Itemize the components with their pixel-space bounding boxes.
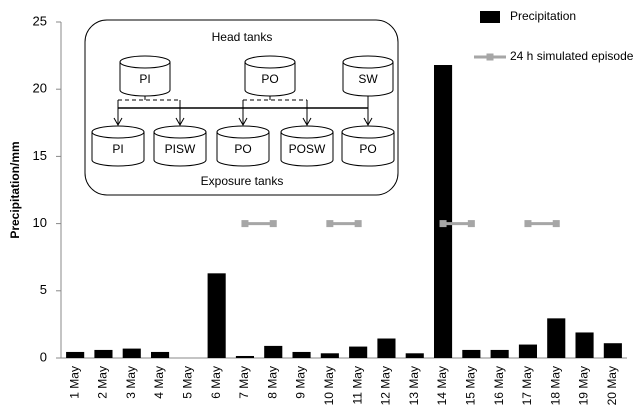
episode-marker <box>467 220 475 228</box>
x-tick-label: 3 May <box>124 366 138 399</box>
x-tick-label: 16 May <box>492 366 506 405</box>
legend-swatch <box>486 53 494 61</box>
episode-marker <box>241 220 249 228</box>
x-tick-label: 19 May <box>577 366 591 405</box>
tank-label: PO <box>234 142 251 156</box>
x-tick-label: 20 May <box>605 366 619 405</box>
x-tick-label: 2 May <box>96 366 110 399</box>
legend-label: Precipitation <box>510 9 576 23</box>
episode-marker <box>269 220 277 228</box>
tank <box>244 62 296 97</box>
y-tick-label: 5 <box>40 282 47 297</box>
x-tick-label: 13 May <box>407 366 421 405</box>
y-axis-label: Precipitation/mm <box>8 141 22 238</box>
tank <box>153 132 207 167</box>
inset-title: Head tanks <box>212 30 273 44</box>
bar <box>462 349 481 358</box>
bar <box>377 338 396 358</box>
tank-label: PI <box>139 72 150 86</box>
tank <box>119 62 171 97</box>
tank <box>91 132 145 167</box>
bar <box>122 348 141 358</box>
arrow <box>238 117 248 127</box>
tank-label: SW <box>358 72 378 86</box>
x-tick-label: 6 May <box>209 366 223 399</box>
bar <box>94 349 113 358</box>
y-tick-label: 10 <box>33 215 47 230</box>
bar <box>603 343 622 358</box>
tank <box>341 132 395 167</box>
arrow <box>302 117 312 127</box>
bar <box>320 353 339 358</box>
bar <box>235 355 255 358</box>
tank-top <box>342 55 394 69</box>
x-tick-label: 4 May <box>152 366 166 399</box>
tank-label: POSW <box>289 142 326 156</box>
bar <box>349 346 368 358</box>
tank-label: PO <box>359 142 376 156</box>
y-tick-label: 15 <box>33 148 47 163</box>
y-tick-label: 0 <box>40 349 47 364</box>
episode-marker <box>326 220 334 228</box>
arrow <box>175 117 185 127</box>
episode-marker <box>552 220 560 228</box>
bar <box>490 349 509 358</box>
bar <box>405 353 424 358</box>
y-tick-label: 20 <box>33 81 47 96</box>
arrow <box>363 117 373 127</box>
bar <box>433 65 453 359</box>
episode-marker <box>439 220 447 228</box>
y-tick-label: 25 <box>33 13 47 28</box>
tank-top <box>119 55 171 69</box>
inset-footer: Exposure tanks <box>201 174 284 188</box>
tank <box>280 132 334 167</box>
legend-swatch <box>480 11 500 23</box>
tank-label: PO <box>261 72 278 86</box>
x-tick-label: 18 May <box>548 366 562 405</box>
tank <box>342 62 394 97</box>
x-tick-label: 5 May <box>181 366 195 399</box>
x-tick-label: 8 May <box>265 366 279 399</box>
tank-top <box>244 55 296 69</box>
tank-top <box>341 125 395 139</box>
bar <box>518 344 538 358</box>
x-tick-label: 14 May <box>435 366 449 405</box>
x-tick-label: 7 May <box>237 366 251 399</box>
bar <box>66 351 85 358</box>
tank-top <box>216 125 270 139</box>
x-tick-label: 15 May <box>464 366 478 405</box>
bar <box>207 273 226 358</box>
tank-top <box>153 125 207 139</box>
tank-top <box>91 125 145 139</box>
bar <box>264 345 283 358</box>
bar <box>292 351 311 358</box>
tank <box>216 132 270 167</box>
x-tick-label: 1 May <box>67 366 81 399</box>
episode-marker <box>524 220 532 228</box>
arrow <box>113 117 123 127</box>
episode-marker <box>354 220 362 228</box>
legend-label: 24 h simulated episode <box>510 49 633 63</box>
x-tick-label: 10 May <box>322 366 336 405</box>
tank-label: PI <box>112 142 123 156</box>
bar <box>575 332 594 358</box>
tank-label: PISW <box>165 142 196 156</box>
x-tick-label: 9 May <box>294 366 308 399</box>
bar <box>150 351 170 358</box>
x-tick-label: 17 May <box>520 366 534 405</box>
tank-top <box>280 125 334 139</box>
bar <box>547 318 566 358</box>
x-tick-label: 12 May <box>379 366 393 405</box>
x-tick-label: 11 May <box>350 366 364 404</box>
